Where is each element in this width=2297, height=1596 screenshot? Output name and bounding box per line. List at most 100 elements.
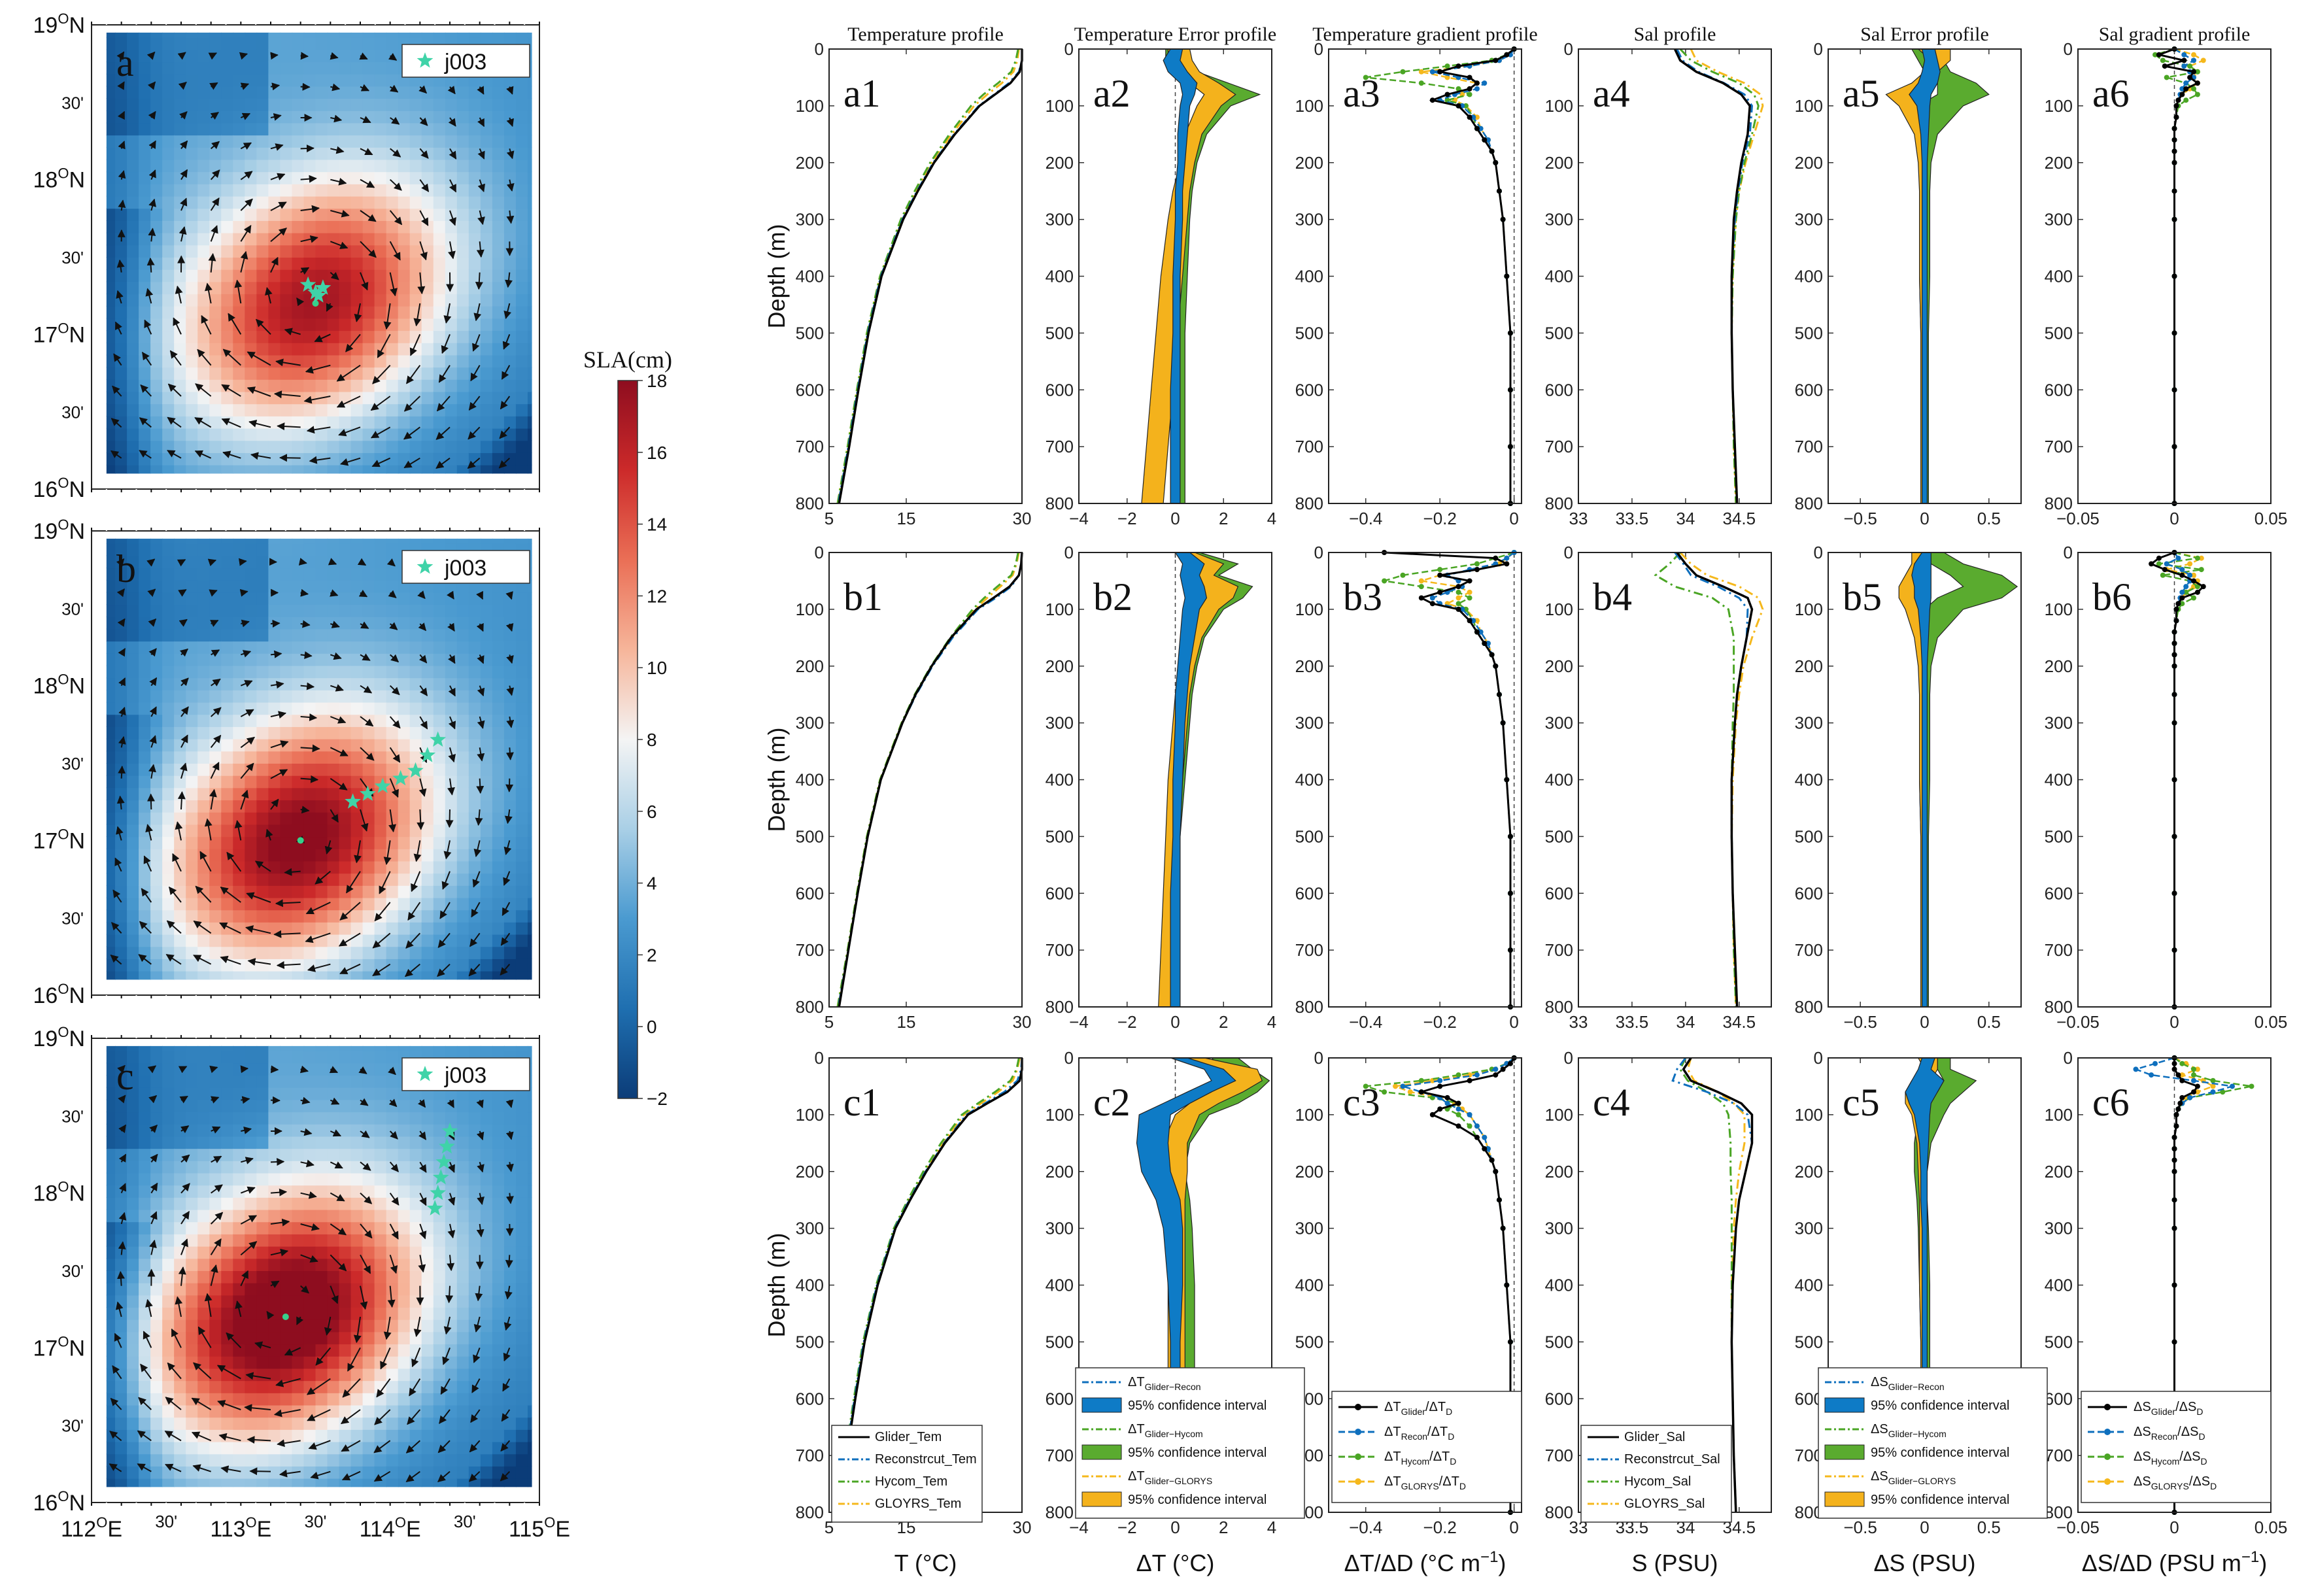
sla-cell — [233, 1099, 246, 1113]
sla-cell — [456, 220, 469, 233]
sla-cell — [233, 1233, 246, 1247]
sla-cell — [221, 1185, 234, 1198]
sla-cell — [327, 1185, 340, 1198]
sla-cell — [421, 836, 434, 849]
sla-cell — [456, 751, 469, 764]
sla-cell — [421, 1319, 434, 1333]
sla-cell — [197, 61, 211, 75]
sla-cell — [127, 428, 140, 441]
current-arrow — [277, 422, 301, 431]
sla-cell — [245, 32, 258, 38]
sla-cell — [503, 1392, 517, 1406]
sla-cell — [115, 477, 128, 490]
sla-cell — [433, 403, 446, 416]
sla-cell — [150, 641, 163, 654]
sla-cell — [197, 135, 211, 148]
sla-cell — [492, 1123, 505, 1137]
sla-cell — [503, 763, 517, 776]
sla-cell — [421, 1355, 434, 1369]
sla-cell — [339, 1478, 352, 1487]
sla-cell — [115, 208, 128, 221]
sla-cell — [433, 1368, 446, 1382]
sla-cell — [186, 330, 199, 343]
sla-cell — [221, 98, 234, 111]
current-arrow — [150, 1211, 158, 1225]
glider-star-marker — [315, 279, 332, 295]
map-frame-tick — [135, 22, 137, 25]
current-arrow — [439, 902, 451, 919]
sla-cell — [292, 135, 305, 148]
current-arrow — [472, 871, 481, 888]
sla-cell — [92, 787, 104, 800]
sla-cell — [280, 208, 293, 221]
current-arrow — [417, 590, 426, 600]
sla-cell — [115, 1050, 128, 1064]
sla-cell — [409, 208, 422, 221]
sla-cell — [527, 824, 532, 838]
sla-cell — [303, 1209, 316, 1223]
sla-cell — [106, 616, 116, 630]
sla-cell — [515, 1221, 528, 1234]
sla-cell — [327, 1368, 340, 1382]
sla-cell — [339, 73, 352, 87]
sla-cell — [233, 305, 246, 319]
sla-cell — [127, 146, 140, 160]
sla-cell — [245, 1392, 258, 1406]
sla-cell — [527, 1233, 532, 1247]
sla-cell — [268, 1478, 281, 1487]
sla-cell — [350, 1441, 364, 1455]
sla-cell — [515, 1417, 528, 1430]
sla-cell — [92, 739, 104, 752]
sla-cell — [350, 122, 364, 136]
current-arrow — [300, 175, 317, 183]
sla-cell — [233, 171, 246, 184]
sla-cell — [221, 1123, 234, 1137]
current-arrow — [143, 1331, 152, 1348]
sla-cell — [150, 1429, 163, 1442]
current-arrow — [110, 1397, 122, 1410]
sla-cell — [221, 1148, 234, 1161]
sla-cell — [527, 1148, 532, 1161]
sla-cell — [106, 354, 116, 368]
sla-cell — [139, 464, 152, 474]
sla-cell — [197, 787, 211, 801]
sla-cell — [127, 1099, 140, 1113]
map-frame-tick — [419, 22, 421, 25]
sla-cell — [292, 873, 305, 886]
sla-cell — [115, 653, 128, 666]
sla-cell — [280, 787, 293, 801]
current-arrow — [504, 809, 513, 824]
sla-cell — [233, 970, 246, 980]
sla-cell — [303, 73, 316, 87]
sla-cell — [174, 555, 187, 569]
sla-cell — [256, 946, 269, 959]
sla-cell — [197, 257, 211, 270]
sla-cell — [492, 1295, 505, 1308]
sla-cell — [374, 726, 387, 739]
current-arrow — [467, 457, 481, 469]
sla-cell — [445, 477, 458, 490]
sla-cell — [221, 1172, 234, 1186]
sla-cell — [515, 970, 528, 980]
sla-cell — [374, 738, 387, 752]
sla-cell — [127, 1355, 140, 1369]
sla-cell — [398, 135, 411, 148]
sla-cell — [398, 1160, 411, 1174]
sla-cell — [268, 726, 281, 739]
sla-cell — [339, 628, 352, 642]
sla-cell — [327, 342, 340, 356]
sla-cell — [127, 1392, 140, 1406]
sla-cell — [245, 49, 258, 63]
sla-cell — [386, 1075, 399, 1088]
current-arrow — [118, 1124, 127, 1133]
current-arrow — [330, 83, 341, 92]
sla-cell — [339, 983, 352, 996]
sla-cell — [197, 665, 211, 679]
sla-cell — [150, 958, 163, 972]
sla-cell — [92, 1221, 104, 1234]
sla-cell — [421, 689, 434, 703]
sla-cell — [268, 1087, 281, 1100]
sla-cell — [315, 958, 328, 972]
sla-cell — [433, 354, 446, 368]
sla-cell — [233, 1441, 246, 1455]
